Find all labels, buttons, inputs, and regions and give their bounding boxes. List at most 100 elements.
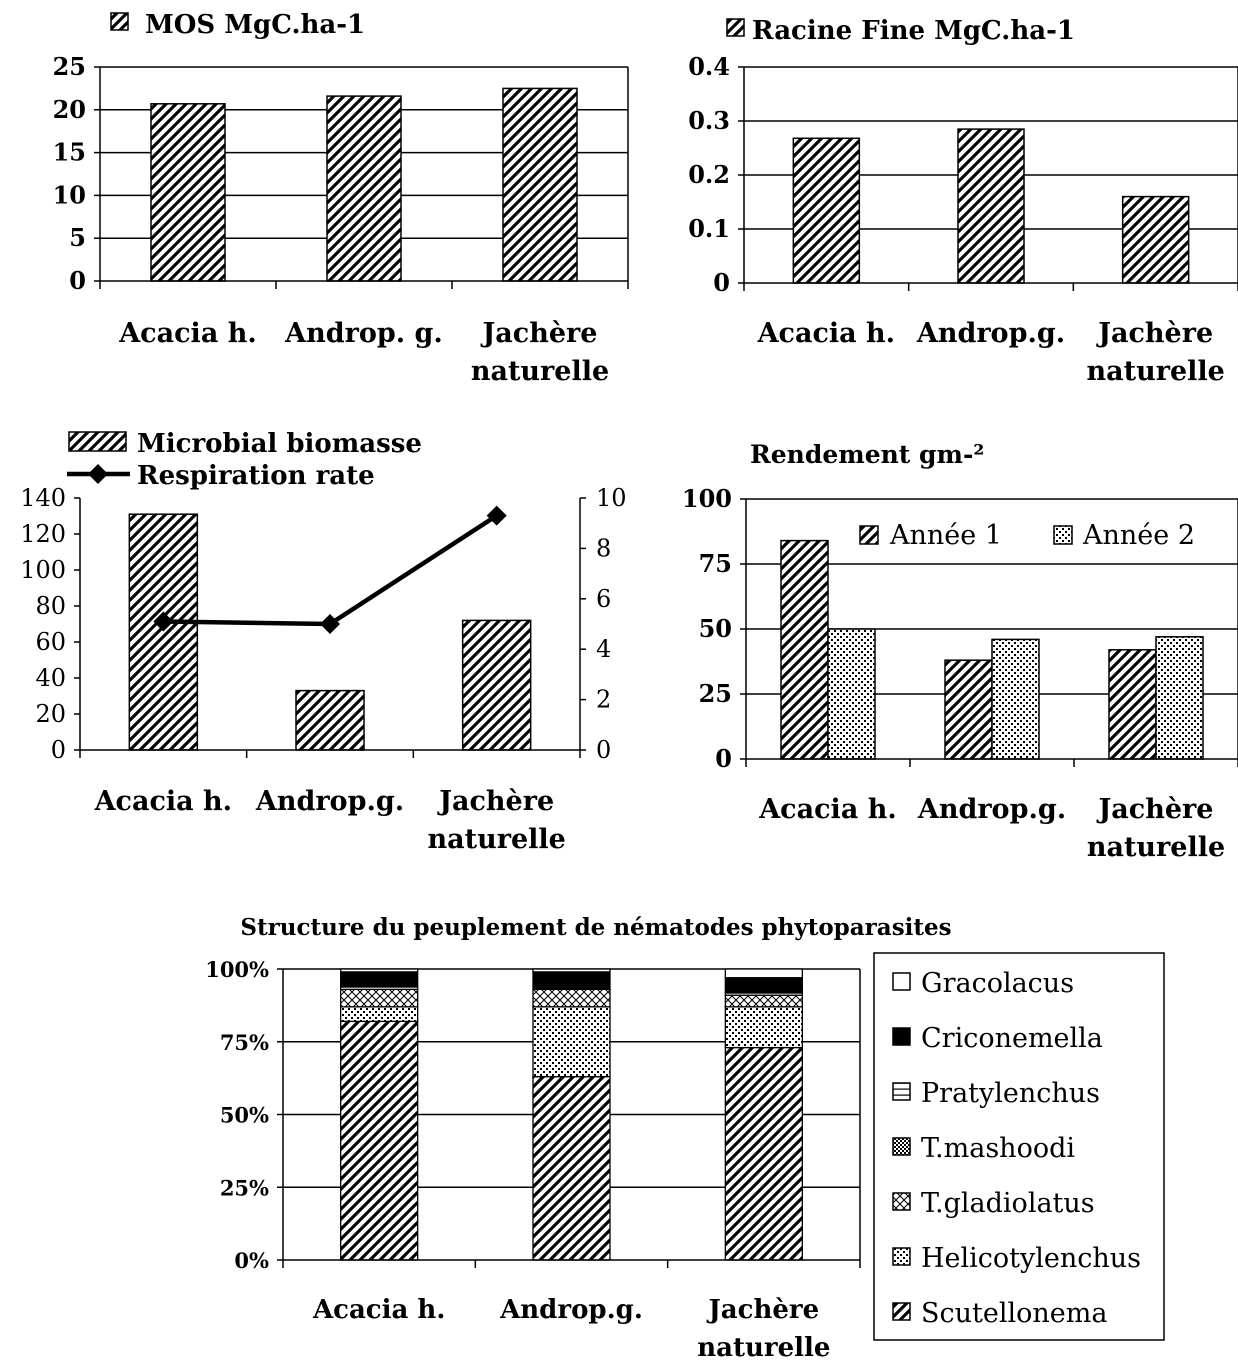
y-tick-label: 60 (35, 628, 66, 656)
x-tick-label: naturelle (697, 1333, 830, 1363)
x-tick-label: Androp.g. (499, 1295, 643, 1325)
y2-tick-label: 4 (596, 635, 611, 663)
legend-label: Année 2 (1082, 520, 1195, 551)
legend-swatch (892, 1137, 911, 1156)
legend-swatch (892, 1082, 911, 1101)
legend-label: Respiration rate (137, 461, 375, 491)
x-tick-label: Acacia h. (758, 794, 897, 825)
y2-tick-label: 6 (596, 585, 611, 613)
y-tick-label: 100 (682, 484, 732, 513)
legend-swatch (1053, 525, 1073, 545)
x-tick-label: Jachère (437, 786, 554, 817)
legend-label: Criconemella (921, 1023, 1103, 1054)
legend-label: MOS MgC.ha-1 (145, 10, 365, 40)
legend-label: Année 1 (889, 520, 1002, 551)
x-tick-label: Jachère (481, 318, 598, 349)
bar (827, 628, 876, 760)
legend-swatch (892, 1247, 911, 1266)
legend-swatch (892, 1302, 911, 1321)
y-tick-label: 20 (35, 700, 66, 728)
bar (1155, 636, 1204, 760)
legend-swatch (892, 1027, 911, 1046)
bar-segment-scutellonema (340, 1020, 419, 1261)
x-tick-label: naturelle (471, 356, 609, 387)
y2-tick-label: 0 (596, 736, 611, 764)
y-tick-label: 0.3 (688, 106, 730, 135)
legend-swatch (859, 525, 879, 545)
bar (295, 689, 365, 751)
bar-segment-criconemella (532, 971, 611, 991)
bar-segment-gracolacus (724, 968, 803, 979)
legend-label: Racine Fine MgC.ha-1 (752, 16, 1075, 46)
y-tick-label: 40 (35, 664, 66, 692)
y-tick-label: 75% (220, 1030, 269, 1055)
legend-label: Helicotylenchus (921, 1243, 1141, 1274)
bar-segment-helicotylenchus (340, 1006, 419, 1023)
x-tick-label: naturelle (1087, 356, 1225, 387)
legend-nematodes: Structure du peuplement de nématodes phy… (240, 914, 1165, 1341)
x-tick-label: Androp.g. (916, 318, 1065, 349)
bar (150, 103, 226, 282)
y-tick-label: 50% (220, 1103, 269, 1128)
bar (991, 638, 1040, 760)
y-tick-label: 10 (53, 180, 86, 209)
bar-segment-t-gladiolatus (532, 988, 611, 1008)
legend-box (873, 952, 1165, 1341)
y-tick-label: 100% (205, 957, 269, 982)
bar-segment-helicotylenchus (532, 1006, 611, 1078)
legend-label: Pratylenchus (921, 1078, 1100, 1109)
legend-swatch (892, 1192, 911, 1211)
x-tick-label: Acacia h. (757, 318, 896, 349)
y-tick-label: 0 (713, 268, 730, 297)
bar-segment-t-gladiolatus (724, 994, 803, 1008)
legend-mos: MOS MgC.ha-1 (110, 10, 365, 40)
y-tick-label: 75 (699, 549, 732, 578)
y2-tick-label: 10 (596, 484, 627, 512)
chart-mos: 0 5 10 15 20 25 Acacia h. Androp. g. Jachère natu… (53, 52, 629, 387)
chart-nematodes: 0% 25% 50% 75% 100% Acacia h. Androp.g. Jachère… (205, 957, 861, 1363)
y-tick-label: 25 (53, 52, 86, 81)
bar (780, 539, 829, 760)
x-tick-label: Androp.g. (917, 794, 1066, 825)
x-tick-label: Jachère (1096, 318, 1213, 349)
bar (502, 87, 578, 282)
legend-label: T.mashoodi (921, 1133, 1075, 1164)
bar-segment-t-gladiolatus (340, 988, 419, 1008)
bar-segment-scutellonema (724, 1046, 803, 1261)
legend-swatch (110, 12, 129, 31)
legend-rendement: Rendement gm-² Année 1 Année 2 (750, 440, 1195, 551)
legend-racine: Racine Fine MgC.ha-1 (726, 16, 1075, 46)
y-tick-label: 0.2 (688, 160, 730, 189)
legend-label: Gracolacus (921, 968, 1074, 999)
y-tick-label: 5 (69, 223, 86, 252)
x-tick-label: Jachère (706, 1295, 819, 1325)
y-tick-label: 15 (53, 138, 86, 167)
chart-title: Structure du peuplement de nématodes phy… (240, 914, 951, 941)
y-tick-label: 20 (53, 95, 86, 124)
bar-segment-helicotylenchus (724, 1006, 803, 1049)
line-marker (153, 611, 174, 632)
bar (957, 128, 1025, 284)
y-tick-label: 25% (220, 1175, 269, 1200)
y-tick-label: 0% (234, 1248, 269, 1273)
y-tick-label: 120 (20, 520, 66, 548)
y-tick-label: 25 (699, 679, 732, 708)
x-tick-label: naturelle (1087, 832, 1225, 863)
y-tick-label: 100 (20, 556, 66, 584)
bar (1121, 195, 1190, 284)
line-marker (486, 505, 507, 526)
bar (792, 137, 861, 284)
bar (326, 95, 402, 282)
bar-segment-gracolacus (532, 968, 611, 973)
y-tick-label: 0 (69, 266, 86, 295)
chart-title: Rendement gm-² (750, 440, 984, 469)
bar (461, 619, 532, 751)
legend-label: Scutellonema (921, 1298, 1107, 1329)
bar (1108, 649, 1157, 760)
x-tick-label: naturelle (428, 824, 566, 855)
y2-tick-label: 8 (596, 534, 611, 562)
